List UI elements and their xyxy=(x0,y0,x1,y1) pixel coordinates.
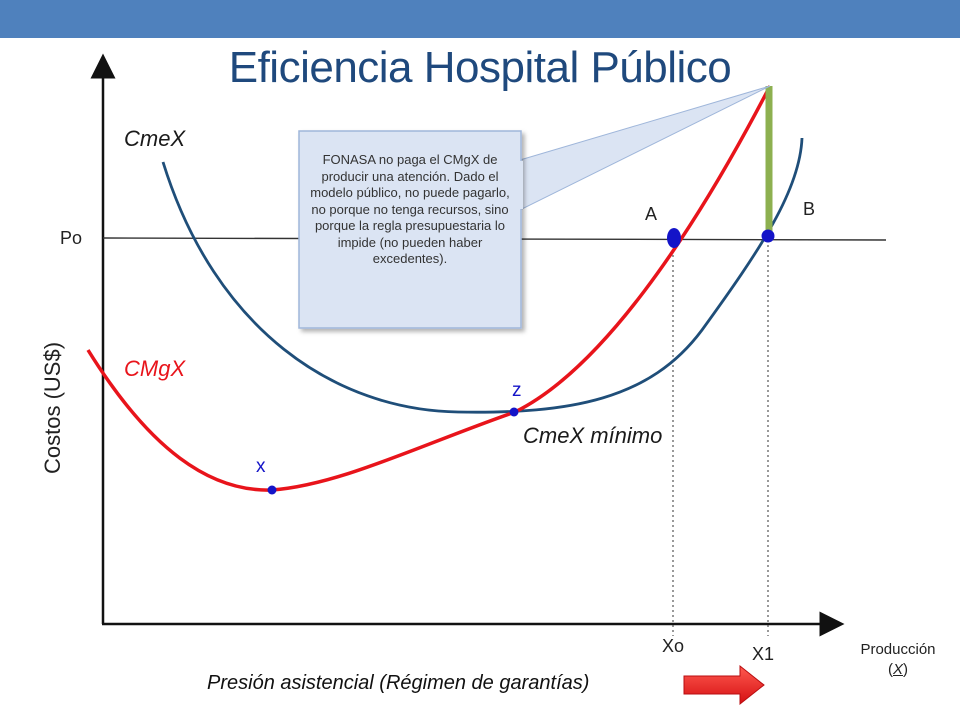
x-axis-unit: X xyxy=(892,661,903,678)
x1-tick-label: X1 xyxy=(752,644,774,664)
callout-box xyxy=(298,130,522,329)
price-label: Po xyxy=(60,228,82,248)
page-title: Eficiencia Hospital Público xyxy=(228,43,732,92)
point-a-marker xyxy=(667,228,681,248)
x-axis-unit-wrap: (X) xyxy=(887,661,908,678)
callout-pointer xyxy=(519,85,771,211)
cmex-min-label: CmeX mínimo xyxy=(523,423,662,448)
point-b-marker xyxy=(761,229,775,243)
header-band xyxy=(0,0,960,38)
cmex-curve xyxy=(161,137,804,414)
callout-pointer-join xyxy=(518,161,523,209)
point-z-label: z xyxy=(512,380,522,401)
pressure-arrow-label: Presión asistencial (Régimen de garantía… xyxy=(207,672,590,694)
point-x-label: x xyxy=(256,456,266,477)
cmgx-label: CMgX xyxy=(124,356,186,381)
pressure-arrow xyxy=(683,664,765,706)
cmgx-curve xyxy=(86,85,772,492)
point-x-marker xyxy=(267,485,277,495)
x-axis-title-text: Producción xyxy=(860,641,936,658)
cmex-label: CmeX xyxy=(124,126,186,151)
xo-tick-label: Xo xyxy=(662,636,684,656)
point-z-marker xyxy=(509,407,519,417)
x-axis-title: Producción (X) xyxy=(838,640,958,680)
callout-text: FONASA no paga el CMgX de producir una a… xyxy=(310,152,510,266)
point-a-label: A xyxy=(645,204,657,224)
point-b-label: B xyxy=(803,199,815,219)
y-axis-title: Costos (US$) xyxy=(40,342,65,474)
